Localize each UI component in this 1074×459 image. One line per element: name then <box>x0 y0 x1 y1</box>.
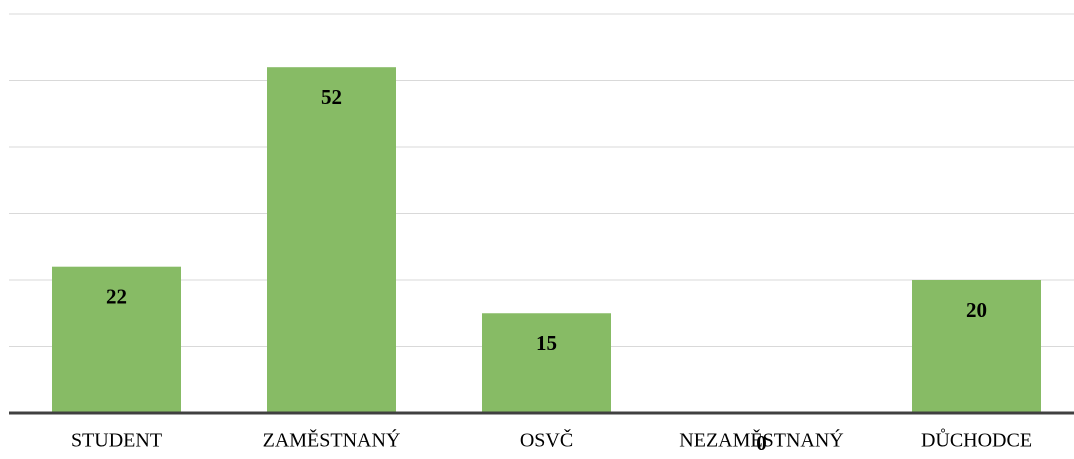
x-tick-label: ZAMĚSTNANÝ <box>263 429 401 452</box>
bar <box>912 280 1041 413</box>
bar <box>267 67 396 413</box>
value-label: 52 <box>321 85 342 109</box>
value-label: 20 <box>966 298 987 322</box>
value-label: 15 <box>536 331 557 355</box>
value-label: 22 <box>106 285 127 309</box>
bar <box>52 266 181 413</box>
x-tick-label: STUDENT <box>71 430 162 452</box>
bar <box>482 313 611 413</box>
x-tick-label: NEZAMĚSTNANÝ <box>679 429 843 452</box>
x-tick-label: OSVČ <box>520 428 573 452</box>
x-tick-label: DŮCHODCE <box>921 428 1032 452</box>
value-label: 0 <box>756 431 767 455</box>
